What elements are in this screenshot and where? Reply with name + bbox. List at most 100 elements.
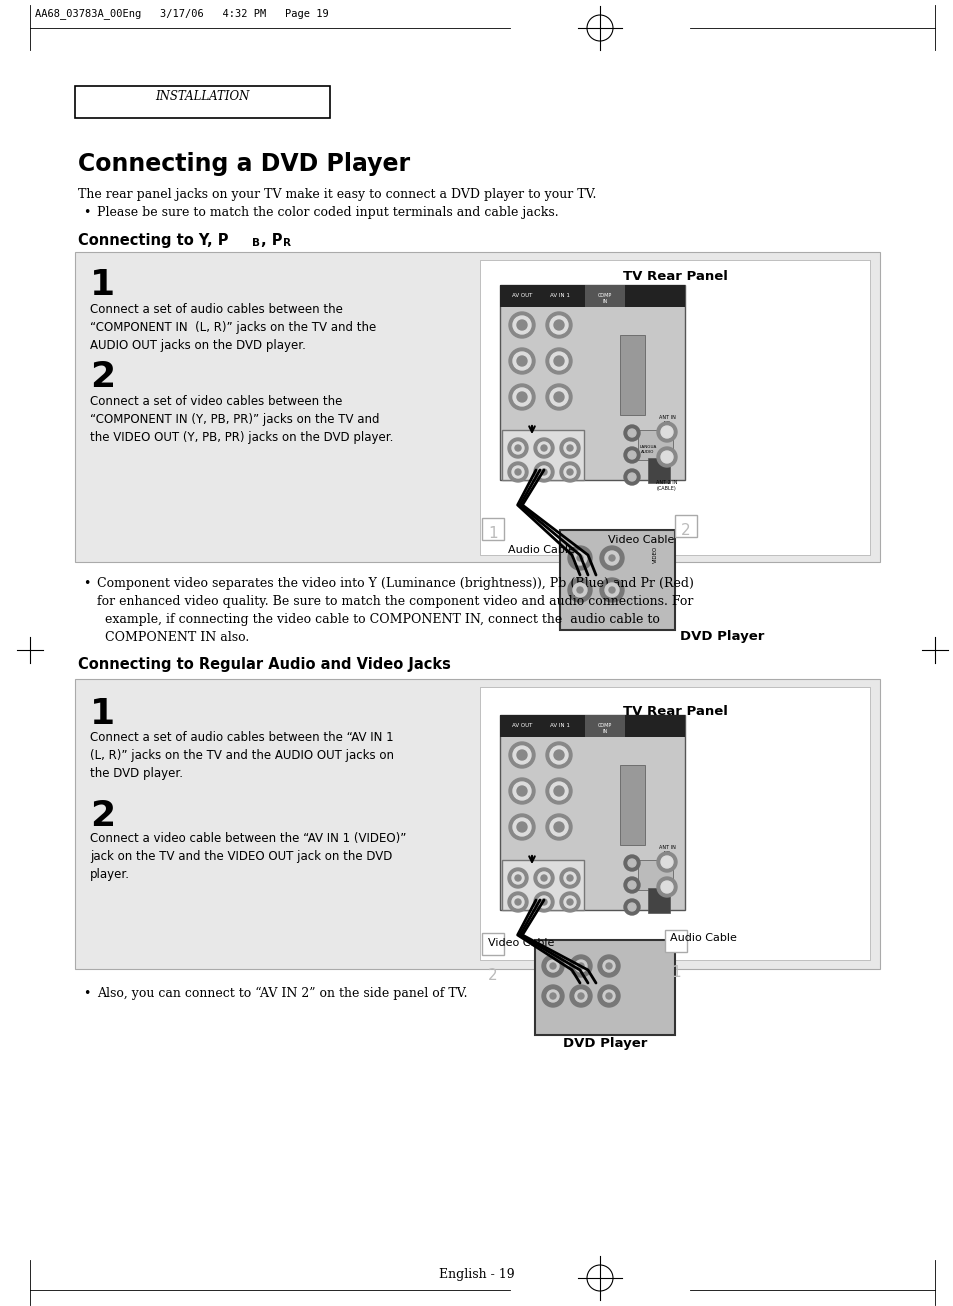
Circle shape	[550, 818, 567, 836]
Circle shape	[608, 555, 615, 562]
Text: INSTALLATION: INSTALLATION	[154, 90, 249, 102]
Circle shape	[513, 316, 531, 334]
Bar	[481, 932, 503, 955]
Circle shape	[608, 586, 615, 593]
Bar	[75, 252, 879, 562]
Text: Audio Cable: Audio Cable	[669, 932, 736, 943]
Circle shape	[550, 782, 567, 801]
Circle shape	[550, 746, 567, 764]
Bar	[479, 687, 869, 960]
Bar	[499, 714, 684, 737]
Circle shape	[599, 579, 623, 602]
Circle shape	[513, 782, 531, 801]
Circle shape	[513, 746, 531, 764]
Circle shape	[563, 466, 576, 478]
Text: 1: 1	[488, 526, 497, 541]
Text: ANT IN
AIR: ANT IN AIR	[658, 845, 675, 855]
Circle shape	[566, 469, 573, 475]
Bar	[499, 714, 684, 910]
Circle shape	[623, 424, 639, 441]
Text: •: •	[83, 577, 91, 590]
Circle shape	[537, 466, 550, 478]
Circle shape	[657, 447, 677, 468]
Circle shape	[509, 347, 535, 374]
Circle shape	[515, 469, 520, 475]
Circle shape	[573, 582, 586, 597]
Bar	[535, 940, 675, 1034]
Bar	[619, 765, 644, 845]
Circle shape	[512, 466, 523, 478]
Circle shape	[507, 438, 527, 458]
Text: COMP
IN: COMP IN	[598, 293, 612, 304]
Circle shape	[534, 462, 554, 482]
Text: Video Cable: Video Cable	[607, 535, 674, 545]
Circle shape	[550, 353, 567, 370]
Circle shape	[541, 985, 563, 1007]
Circle shape	[509, 742, 535, 768]
Bar	[501, 430, 583, 481]
Circle shape	[513, 818, 531, 836]
Text: R: R	[283, 238, 291, 248]
Bar	[499, 285, 684, 481]
Circle shape	[545, 778, 572, 804]
Circle shape	[566, 899, 573, 905]
Circle shape	[537, 441, 550, 454]
Circle shape	[554, 392, 563, 402]
Circle shape	[604, 551, 618, 565]
Text: Connect a video cable between the “AV IN 1 (VIDEO)”
jack on the TV and the VIDEO: Connect a video cable between the “AV IN…	[90, 832, 406, 882]
Circle shape	[657, 852, 677, 872]
Circle shape	[623, 447, 639, 464]
Bar	[501, 859, 583, 910]
Text: 1: 1	[671, 965, 680, 980]
Circle shape	[623, 878, 639, 893]
Text: LANGUA
AUDIO: LANGUA AUDIO	[639, 445, 656, 453]
Text: Connecting to Regular Audio and Video Jacks: Connecting to Regular Audio and Video Ja…	[78, 657, 451, 673]
Circle shape	[578, 993, 583, 999]
Text: 2: 2	[488, 968, 497, 983]
Circle shape	[605, 963, 612, 969]
Circle shape	[569, 955, 592, 977]
Circle shape	[515, 899, 520, 905]
Circle shape	[566, 445, 573, 451]
Circle shape	[623, 899, 639, 916]
Circle shape	[540, 445, 546, 451]
Circle shape	[540, 469, 546, 475]
Text: TV Rear Panel: TV Rear Panel	[622, 705, 727, 718]
Text: DVD Player: DVD Player	[562, 1037, 646, 1050]
Circle shape	[627, 882, 636, 889]
Circle shape	[660, 451, 672, 464]
Circle shape	[509, 312, 535, 338]
Text: AV OUT: AV OUT	[511, 724, 532, 727]
Circle shape	[515, 875, 520, 882]
Bar	[638, 859, 672, 889]
Circle shape	[598, 985, 619, 1007]
Circle shape	[550, 316, 567, 334]
Circle shape	[534, 438, 554, 458]
Text: B: B	[252, 238, 260, 248]
Text: TV Rear Panel: TV Rear Panel	[622, 270, 727, 283]
Circle shape	[545, 312, 572, 338]
Text: 2: 2	[90, 799, 115, 833]
Text: AV IN 1: AV IN 1	[550, 724, 569, 727]
Circle shape	[513, 353, 531, 370]
Text: Connect a set of audio cables between the
“COMPONENT IN  (L, R)” jacks on the TV: Connect a set of audio cables between th…	[90, 303, 375, 353]
Text: 1: 1	[90, 697, 115, 731]
Bar	[638, 430, 672, 460]
Circle shape	[545, 384, 572, 410]
Circle shape	[541, 955, 563, 977]
Text: Component video separates the video into Y (Luminance (brightness)), Pb (Blue) a: Component video separates the video into…	[97, 577, 693, 644]
Text: 2: 2	[90, 360, 115, 394]
Circle shape	[545, 742, 572, 768]
Circle shape	[512, 872, 523, 884]
Circle shape	[559, 438, 579, 458]
Text: 2: 2	[680, 522, 690, 538]
Circle shape	[509, 384, 535, 410]
Circle shape	[563, 872, 576, 884]
Circle shape	[534, 892, 554, 912]
Circle shape	[540, 899, 546, 905]
Text: ANT IN
AIR: ANT IN AIR	[658, 415, 675, 426]
Circle shape	[517, 821, 526, 832]
Circle shape	[507, 462, 527, 482]
Circle shape	[554, 786, 563, 795]
Bar	[647, 458, 669, 483]
